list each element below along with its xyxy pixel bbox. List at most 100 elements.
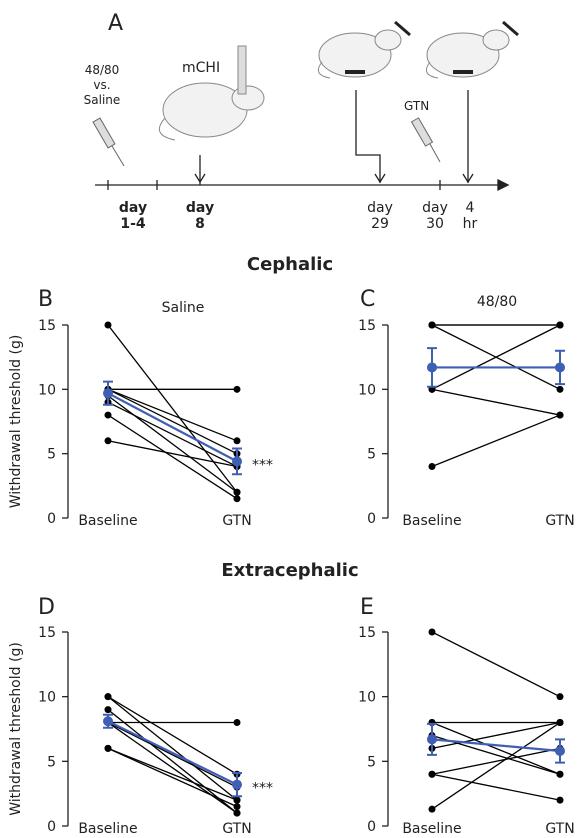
x-tick-label: Baseline bbox=[78, 821, 137, 837]
y-tick-label: 15 bbox=[358, 318, 376, 334]
subject-line bbox=[107, 324, 238, 493]
subject-point bbox=[233, 796, 241, 804]
subject-line bbox=[107, 401, 238, 468]
y-tick-label: 5 bbox=[47, 447, 56, 463]
timeline bbox=[95, 90, 510, 192]
subject-line bbox=[431, 721, 561, 810]
subject-point bbox=[556, 770, 564, 778]
y-axis-label: Withdrawal threshold (g) bbox=[8, 642, 24, 816]
subject-point bbox=[233, 809, 241, 817]
subject-line bbox=[107, 747, 238, 808]
subject-point bbox=[556, 321, 564, 329]
mean-point bbox=[555, 362, 565, 373]
panel-title: 48/80 bbox=[477, 294, 517, 310]
subject-point bbox=[233, 803, 241, 811]
mouse-icon bbox=[317, 20, 519, 79]
subject-line bbox=[107, 709, 238, 814]
subject-point bbox=[233, 495, 241, 503]
subject-line bbox=[107, 395, 238, 493]
panel-label: E bbox=[360, 595, 374, 620]
timepoint-text: 29 bbox=[371, 216, 389, 232]
subject-point bbox=[428, 463, 436, 471]
y-tick-label: 0 bbox=[367, 819, 376, 835]
subject-point bbox=[104, 706, 112, 714]
subject-point bbox=[556, 719, 564, 727]
y-tick-label: 5 bbox=[47, 754, 56, 770]
timepoint-text: 4 bbox=[466, 200, 475, 216]
mean-point bbox=[427, 362, 437, 373]
mean-line bbox=[107, 720, 238, 786]
subject-line bbox=[107, 721, 238, 788]
mean-line bbox=[431, 738, 561, 753]
subject-point bbox=[556, 385, 564, 393]
subject-line bbox=[107, 414, 238, 500]
mean-line bbox=[107, 392, 238, 463]
panel-label: D bbox=[38, 595, 55, 620]
subject-line bbox=[431, 773, 561, 801]
mean-point bbox=[555, 745, 565, 756]
subject-line bbox=[431, 631, 561, 698]
section-title: Cephalic bbox=[247, 254, 333, 275]
timepoint-text: 8 bbox=[195, 216, 205, 232]
x-tick-label: GTN bbox=[222, 513, 251, 529]
mean-point bbox=[103, 388, 113, 399]
subject-point bbox=[233, 719, 241, 727]
y-tick-label: 0 bbox=[47, 819, 56, 835]
injury-text: mCHI bbox=[182, 60, 220, 76]
subject-point bbox=[104, 411, 112, 419]
treatment-text: Saline bbox=[84, 93, 121, 107]
subject-line bbox=[431, 388, 561, 416]
subject-point bbox=[556, 693, 564, 701]
subject-point bbox=[104, 437, 112, 445]
subject-point bbox=[428, 321, 436, 329]
syringe-icon bbox=[92, 117, 441, 167]
y-tick-label: 10 bbox=[358, 382, 376, 398]
timepoint-text: 1-4 bbox=[120, 216, 146, 232]
y-tick-label: 15 bbox=[38, 625, 56, 641]
subject-line bbox=[107, 747, 238, 801]
timepoint-text: hr bbox=[463, 216, 478, 232]
y-tick-label: 5 bbox=[367, 447, 376, 463]
subject-point bbox=[428, 628, 436, 636]
subject-point bbox=[233, 385, 241, 393]
mean-point bbox=[427, 734, 437, 745]
subject-line bbox=[107, 440, 238, 468]
subject-line bbox=[107, 388, 238, 455]
timepoint-text: day bbox=[367, 200, 393, 216]
subject-line bbox=[431, 721, 561, 775]
treatment-text: vs. bbox=[93, 78, 110, 92]
timepoint-text: day bbox=[186, 200, 214, 216]
subject-line bbox=[431, 721, 561, 750]
panel-title: Saline bbox=[162, 300, 205, 316]
timepoint-text: 30 bbox=[426, 216, 444, 232]
x-tick-label: Baseline bbox=[402, 513, 461, 529]
timepoint-text: day bbox=[119, 200, 147, 216]
y-tick-label: 5 bbox=[367, 754, 376, 770]
subject-point bbox=[428, 805, 436, 813]
subject-point bbox=[104, 744, 112, 752]
mean-point bbox=[232, 456, 242, 467]
y-tick-label: 10 bbox=[38, 690, 56, 706]
subject-point bbox=[233, 437, 241, 445]
subject-line bbox=[107, 696, 238, 775]
mean-point bbox=[232, 779, 242, 790]
mouse-icon bbox=[158, 45, 265, 141]
y-tick-label: 15 bbox=[38, 318, 56, 334]
panel-label: C bbox=[360, 287, 375, 312]
subject-line bbox=[431, 324, 561, 390]
y-axis-label: Withdrawal threshold (g) bbox=[8, 335, 24, 509]
subject-point bbox=[104, 321, 112, 329]
timepoint-text: day bbox=[422, 200, 448, 216]
panel-label: B bbox=[38, 287, 53, 312]
y-tick-label: 10 bbox=[358, 690, 376, 706]
subject-line bbox=[107, 388, 238, 442]
panel-label: A bbox=[108, 11, 123, 36]
mean-point bbox=[103, 716, 113, 727]
subject-point bbox=[556, 796, 564, 804]
x-tick-label: Baseline bbox=[402, 821, 461, 837]
subject-point bbox=[104, 693, 112, 701]
subject-line bbox=[107, 696, 238, 801]
significance: *** bbox=[252, 781, 273, 797]
